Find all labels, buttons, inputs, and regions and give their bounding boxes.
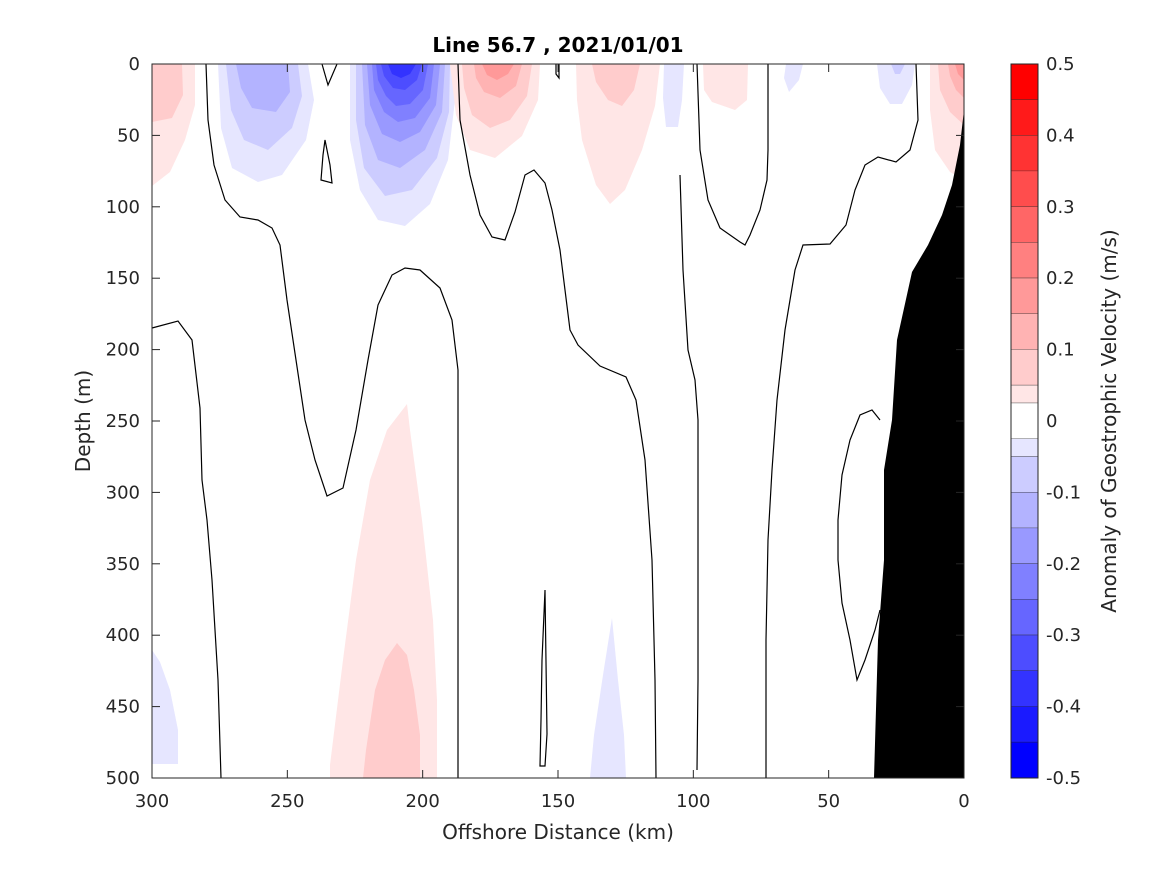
- colorbar-segment: [1011, 742, 1038, 778]
- colorbar-tick-label: -0.5: [1046, 768, 1081, 789]
- colorbar-tick-label: 0.3: [1046, 197, 1075, 218]
- contour-line: [679, 174, 699, 771]
- plot-background: [152, 64, 964, 778]
- positive-anomaly-nearshore: [703, 64, 748, 110]
- colorbar-tick-label: 0: [1046, 411, 1057, 432]
- x-tick-label: 50: [817, 791, 840, 812]
- x-tick-label: 200: [405, 791, 439, 812]
- y-tick-label: 350: [106, 554, 140, 575]
- colorbar-segment: [1011, 313, 1038, 350]
- positive-anomaly-offshore-core: [152, 64, 183, 122]
- colorbar-tick-label: 0.4: [1046, 125, 1075, 146]
- chart-title: Line 56.7 , 2021/01/01: [432, 33, 683, 57]
- x-tick-label: 0: [958, 791, 969, 812]
- colorbar-segment: [1011, 492, 1038, 529]
- colorbar-segment: [1011, 206, 1038, 243]
- contour-line: [765, 63, 919, 778]
- y-tick-label: 100: [106, 197, 140, 218]
- colorbar-segment: [1011, 349, 1038, 386]
- colorbar-segment: [1011, 171, 1038, 207]
- y-tick-label: 450: [106, 697, 140, 718]
- negative-anomaly-nearshore-2: [877, 64, 915, 104]
- colorbar-tick-label: -0.4: [1046, 697, 1081, 718]
- negative-anomaly-deep-mid: [590, 618, 626, 778]
- negative-anomaly-nearshore-2b: [891, 64, 905, 74]
- contour-line: [539, 589, 548, 767]
- x-tick-label: 250: [270, 791, 304, 812]
- y-tick-label: 500: [106, 768, 140, 789]
- colorbar-segment: [1011, 64, 1038, 100]
- colorbar-segment: [1011, 599, 1038, 636]
- contour-line: [321, 63, 338, 87]
- colorbar-segment: [1011, 403, 1038, 439]
- colorbar-segment: [1011, 456, 1038, 493]
- y-tick-label: 400: [106, 625, 140, 646]
- contour-line: [320, 139, 333, 184]
- colorbar-segment: [1011, 135, 1038, 172]
- y-tick-label: 0: [129, 54, 140, 75]
- colorbar-frame: [1010, 63, 1039, 779]
- y-tick-label: 250: [106, 411, 140, 432]
- contour-line: [457, 63, 657, 779]
- colorbar-segment: [1011, 563, 1038, 600]
- negative-anomaly-core-8: [388, 64, 416, 78]
- colorbar-tick-label: 0.2: [1046, 268, 1075, 289]
- colorbar: 0.5 0.4 0.3 0.2 0.1 0 -0.1 -0.2 -0.3 -0.4 -0.5: [1010, 54, 1081, 789]
- contour-line: [555, 64, 560, 80]
- zero-contour-lines: [151, 63, 919, 779]
- x-ticks: 300 250 200 150 100 50 0: [135, 64, 970, 812]
- colorbar-segment: [1011, 706, 1038, 743]
- colorbar-tick-label: 0.1: [1046, 340, 1075, 361]
- positive-anomaly-coastal-4: [955, 64, 964, 80]
- negative-anomaly-nearshore-1: [784, 64, 803, 92]
- y-tick-label: 50: [117, 125, 140, 146]
- y-tick-label: 200: [106, 340, 140, 361]
- x-tick-label: 150: [541, 791, 575, 812]
- negative-anomaly-west-3: [236, 64, 290, 112]
- seafloor-bathymetry: [874, 110, 964, 778]
- colorbar-label: Anomaly of Geostrophic Velocity (m/s): [1097, 229, 1121, 612]
- negative-anomaly-small: [663, 64, 684, 127]
- positive-anomaly-central-4: [482, 64, 514, 80]
- x-tick-label: 100: [676, 791, 710, 812]
- contour-line: [696, 63, 769, 246]
- colorbar-tick-label: -0.3: [1046, 625, 1081, 646]
- positive-anomaly-midshelf: [576, 64, 660, 204]
- plot-area: 300 250 200 150 100 50 0 050100150200250300350…: [106, 54, 970, 812]
- positive-anomaly-deep-2: [363, 643, 420, 778]
- x-tick-label: 300: [135, 791, 169, 812]
- anomaly-fills: [152, 64, 964, 778]
- colorbar-tick-label: 0.5: [1046, 54, 1075, 75]
- colorbar-segment: [1011, 278, 1038, 314]
- colorbar-segment: [1011, 242, 1038, 279]
- positive-anomaly-midshelf-2: [592, 64, 640, 106]
- colorbar-segment: [1011, 99, 1038, 136]
- colorbar-tick-label: -0.1: [1046, 482, 1081, 503]
- colorbar-segment: [1011, 438, 1038, 457]
- contour-line: [151, 320, 222, 779]
- y-tick-label: 300: [106, 482, 140, 503]
- y-tick-label: 150: [106, 268, 140, 289]
- colorbar-segment: [1011, 635, 1038, 671]
- contour-line: [837, 409, 881, 683]
- y-axis-label: Depth (m): [71, 370, 95, 472]
- x-axis-label: Offshore Distance (km): [442, 820, 674, 844]
- colorbar-segment: [1011, 670, 1038, 707]
- negative-anomaly-deep-west: [152, 650, 178, 764]
- colorbar-segment: [1011, 528, 1038, 564]
- colorbar-tick-label: -0.2: [1046, 554, 1081, 575]
- colorbar-segment: [1011, 385, 1038, 404]
- contour-line: [205, 63, 459, 778]
- y-ticks: 0 50 100 150 200 250 300 350 400 450 500: [106, 54, 964, 789]
